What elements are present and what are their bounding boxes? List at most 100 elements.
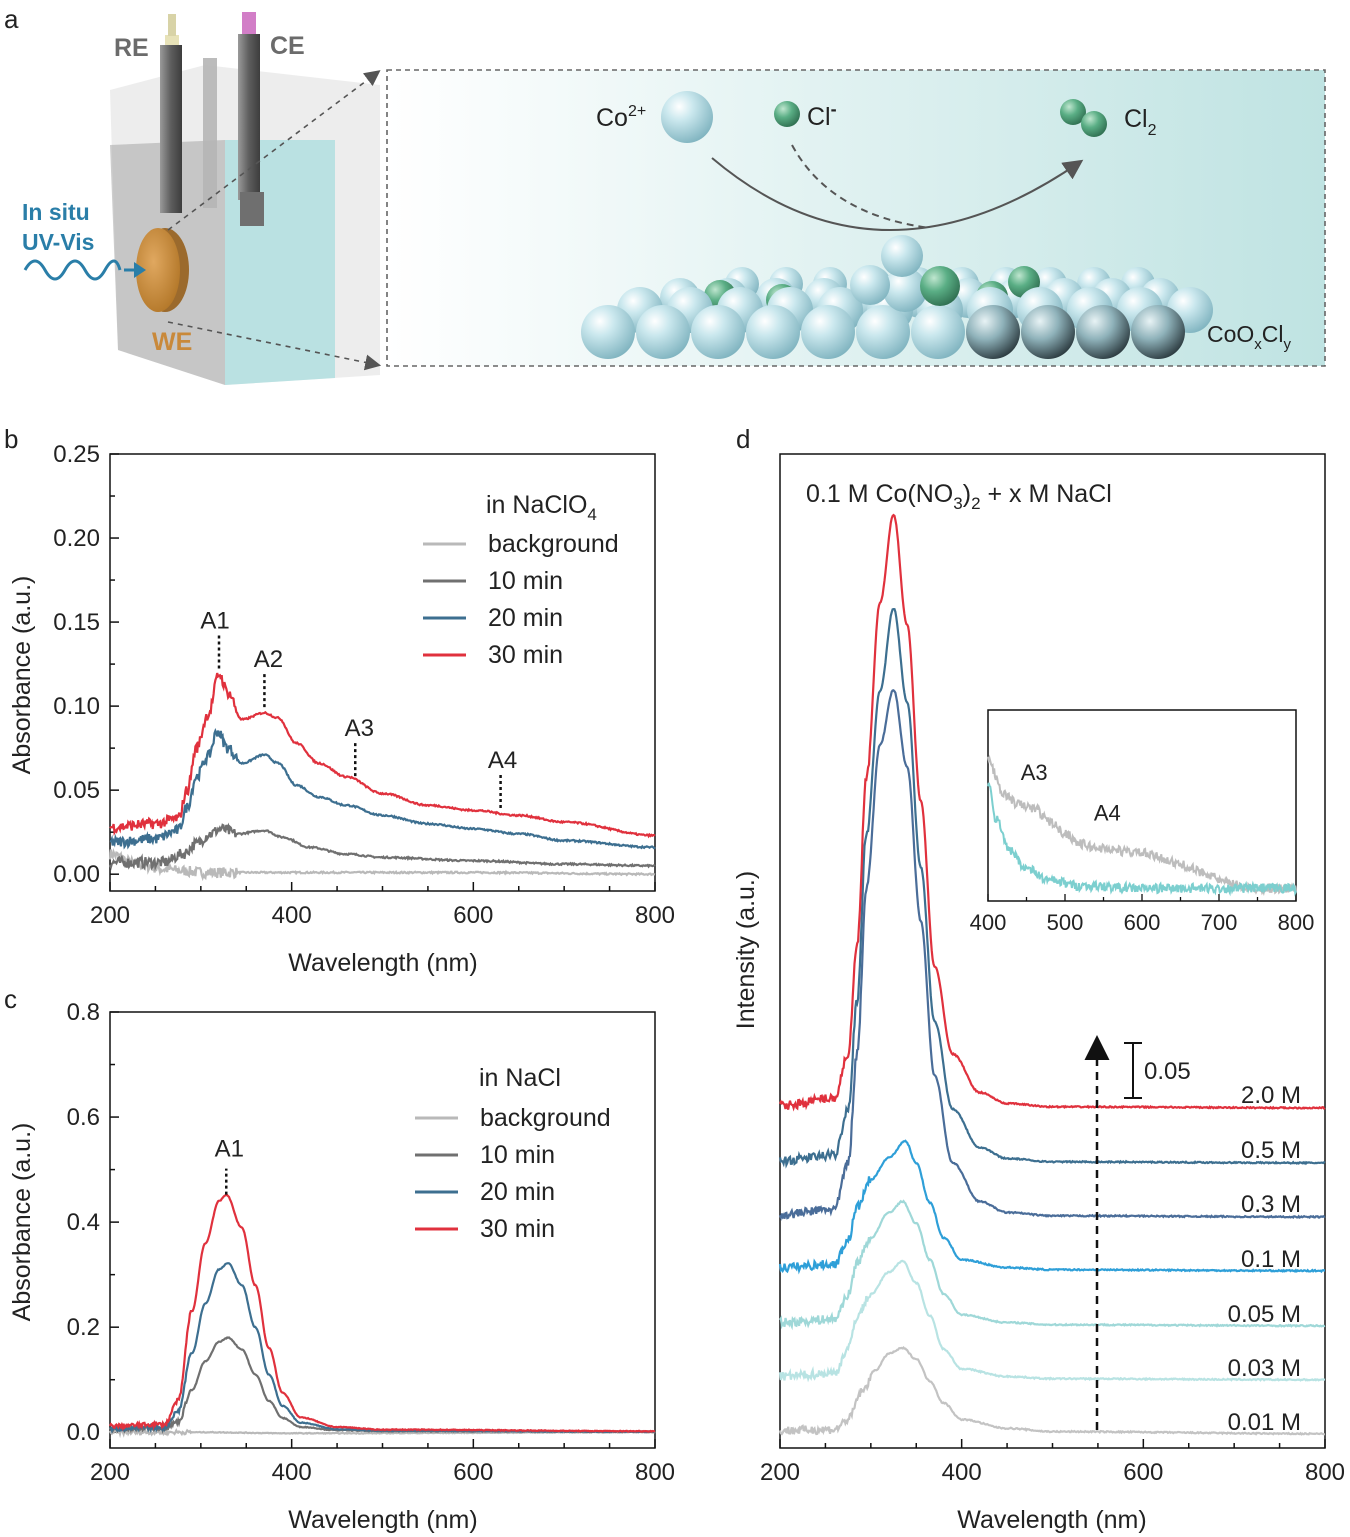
d-series-line [778,513,1326,1112]
inset-x-tick-label: 500 [1047,910,1084,935]
b-series-line [109,728,656,850]
x-tick-label: 200 [90,1459,130,1486]
d-x-axis-label: Wavelength (nm) [957,1506,1146,1534]
panel-label-c: c [4,984,17,1014]
c-series-line [108,1193,656,1433]
c-legend: background 10 min 20 min 30 min [415,1104,611,1243]
panel-d: d Intensity (a.u.) Wavelength (nm) 0.1 M… [732,424,1345,1534]
c-x-axis-label: Wavelength (nm) [288,1506,477,1534]
re-cap [165,35,179,45]
d-title: 0.1 M Co(NO3)2 + x M NaCl [806,480,1112,513]
b-series-line [108,822,656,872]
d-scale-bar: 0.05 [1124,1042,1191,1099]
c-legend-label: 10 min [480,1141,555,1169]
c-peak-label: A1 [215,1136,244,1163]
y-tick-label: 0.6 [67,1104,100,1131]
y-tick-label: 0.25 [53,441,100,468]
d-series-label: 0.05 M [1228,1301,1301,1328]
d-series-line [779,1199,1326,1331]
co-ion-label: Co2+ [596,103,646,132]
panel-c: c Absorbance (a.u.) Wavelength (nm) 200 4… [4,984,675,1534]
plot-frame [109,453,656,892]
inset-x-tick-label: 800 [1278,910,1315,935]
surface-atoms [581,235,1213,359]
co-atom [881,235,923,277]
b-series-line [109,672,656,839]
co-atom [581,305,635,359]
d-series-label: 0.1 M [1241,1246,1301,1273]
uv-light-arrowhead [134,262,146,278]
scale-bar-label: 0.05 [1144,1058,1191,1085]
d-series-labels: 0.01 M 0.03 M 0.05 M 0.1 M 0.3 M 0.5 M 2.0 M [1228,1082,1301,1436]
re-rod [160,45,182,213]
re-top [168,14,176,36]
b-legend-label: 10 min [488,567,563,595]
c-series [108,1193,656,1439]
y-tick-label: 0.05 [53,777,100,804]
x-tick-label: 800 [635,902,675,929]
b-x-axis-label: Wavelength (nm) [288,949,477,977]
inset-x-tick-label: 400 [970,910,1007,935]
b-legend-label: 20 min [488,604,563,632]
ce-tip [240,192,264,226]
co-atom [883,268,927,312]
panel-b: b Absorbance (a.u.) Wavelength (nm) 200 4… [4,424,675,977]
electrochemical-cell: RE CE WE [110,12,380,385]
x-tick-label: 600 [1123,1459,1163,1486]
y-tick-label: 0.0 [67,1419,100,1446]
inset-peak-label: A4 [1094,801,1121,826]
uv-light-wave [23,259,122,281]
co-atom [966,305,1020,359]
cl-ion-ball [774,101,800,127]
d-series-label: 0.5 M [1241,1137,1301,1164]
surface-label: CoOxCly [1207,321,1292,353]
panel-label-a: a [4,4,19,34]
b-legend: background 10 min 20 min 30 min [423,530,619,669]
b-axes: 200 400 600 800 0.00 0.05 0.10 0.15 0.20 0.25 [53,441,675,929]
b-y-axis-label: Absorbance (a.u.) [8,576,36,775]
b-annotations: A1 A2 A3 A4 [200,608,517,809]
ce-label: CE [270,32,305,60]
inset-x-tick-label: 600 [1124,910,1161,935]
we-disk [136,228,180,312]
y-tick-label: 0.00 [53,861,100,888]
ce-rod [238,34,260,200]
co-atom [911,305,965,359]
b-series-line [108,847,656,882]
d-series-label: 2.0 M [1241,1082,1301,1109]
co-ion-ball [661,91,713,143]
panel-a: a RE CE WE In situ UV-Vis [4,4,1326,385]
co-atom [636,305,690,359]
b-legend-label: 30 min [488,641,563,669]
b-peak-label: A3 [345,715,374,742]
b-peak-label: A2 [254,646,283,673]
x-tick-label: 200 [90,902,130,929]
we-label: WE [152,328,192,356]
inset-series-line [987,782,1297,897]
y-tick-label: 0.4 [67,1209,100,1236]
d-series-line [778,1139,1325,1275]
d-series-label: 0.01 M [1228,1409,1301,1436]
cl2-label: Cl2 [1124,105,1157,139]
y-tick-label: 0.2 [67,1314,100,1341]
c-legend-label: 20 min [480,1178,555,1206]
b-peak-label: A1 [200,608,229,635]
co-atom [1076,305,1130,359]
inset-peak-label: A3 [1021,760,1048,785]
co-atom [691,305,745,359]
c-annotations: A1 [215,1136,244,1195]
d-inset: 400 500 600 700 800 A3 A4 [970,754,1315,935]
panel-label-b: b [4,424,18,454]
c-legend-label: background [480,1104,611,1132]
b-series [108,672,656,882]
y-tick-label: 0.20 [53,525,100,552]
co-atom [1021,305,1075,359]
y-tick-label: 0.15 [53,609,100,636]
c-legend-title: in NaCl [479,1064,561,1092]
separator-plate [203,58,217,208]
x-tick-label: 800 [1305,1459,1345,1486]
x-tick-label: 600 [453,902,493,929]
b-legend-label: background [488,530,619,558]
d-series-line [778,1259,1326,1383]
